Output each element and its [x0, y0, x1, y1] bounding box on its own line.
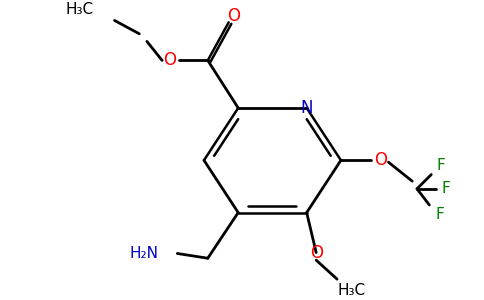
- Text: O: O: [163, 51, 176, 69]
- Text: O: O: [374, 151, 387, 169]
- Text: H₃C: H₃C: [65, 2, 93, 16]
- Text: N: N: [301, 99, 313, 117]
- Text: O: O: [310, 244, 323, 262]
- Text: F: F: [441, 181, 450, 196]
- Text: H₂N: H₂N: [129, 246, 158, 261]
- Text: F: F: [437, 158, 445, 172]
- Text: F: F: [436, 207, 444, 222]
- Text: H₃C: H₃C: [337, 283, 365, 298]
- Text: O: O: [227, 7, 240, 25]
